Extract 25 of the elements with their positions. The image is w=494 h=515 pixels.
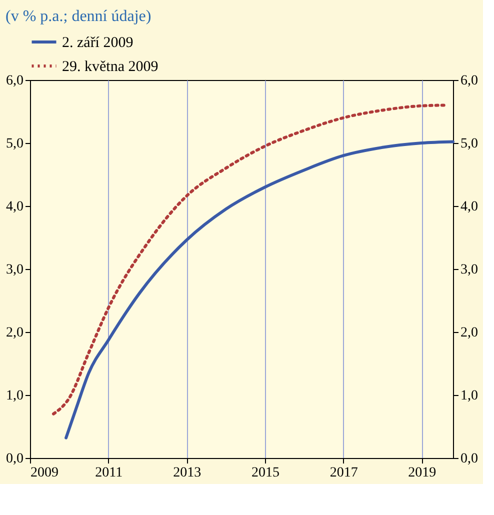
chart-title: (v % p.a.; denní údaje) [6, 8, 152, 25]
x-tick-label: 2013 [173, 466, 202, 480]
x-tick-label: 2019 [408, 466, 436, 480]
y2-tick-label: 6,0 [460, 74, 478, 88]
y2-tick-label: 0,0 [460, 452, 478, 466]
y-tick-label: 1,0 [6, 388, 24, 404]
y2-tick-label: 5,0 [460, 136, 478, 152]
x-tick-label: 2009 [30, 466, 58, 480]
line-series [52, 104, 447, 416]
x-tick-label: 2015 [252, 466, 280, 480]
y-tick-label: 4,0 [6, 200, 24, 214]
y2-tick-label: 4,0 [460, 200, 478, 214]
x-tick-label: 2011 [95, 466, 123, 480]
y-tick-label: 5,0 [6, 136, 24, 152]
y2-tick-label: 1,0 [460, 388, 478, 404]
y-tick-label: 6,0 [6, 74, 24, 88]
legend-label: 29. května 2009 [62, 59, 158, 75]
y-tick-label: 3,0 [6, 262, 24, 278]
legend-label: 2. září 2009 [62, 35, 134, 51]
y-tick-label: 0,0 [6, 452, 24, 466]
y2-tick-label: 2,0 [460, 326, 478, 340]
line-series [64, 140, 454, 440]
y-tick-label: 2,0 [6, 326, 24, 340]
x-tick-label: 2017 [330, 466, 358, 480]
y2-tick-label: 3,0 [460, 262, 478, 278]
